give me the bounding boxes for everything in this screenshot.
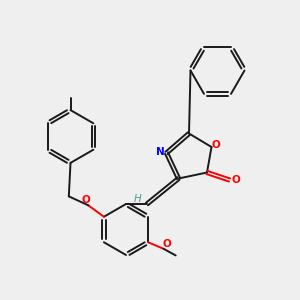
Text: O: O	[231, 175, 240, 185]
Text: H: H	[134, 194, 141, 205]
Text: O: O	[211, 140, 220, 150]
Text: O: O	[162, 239, 171, 249]
Text: N: N	[156, 147, 165, 157]
Text: O: O	[82, 195, 90, 205]
